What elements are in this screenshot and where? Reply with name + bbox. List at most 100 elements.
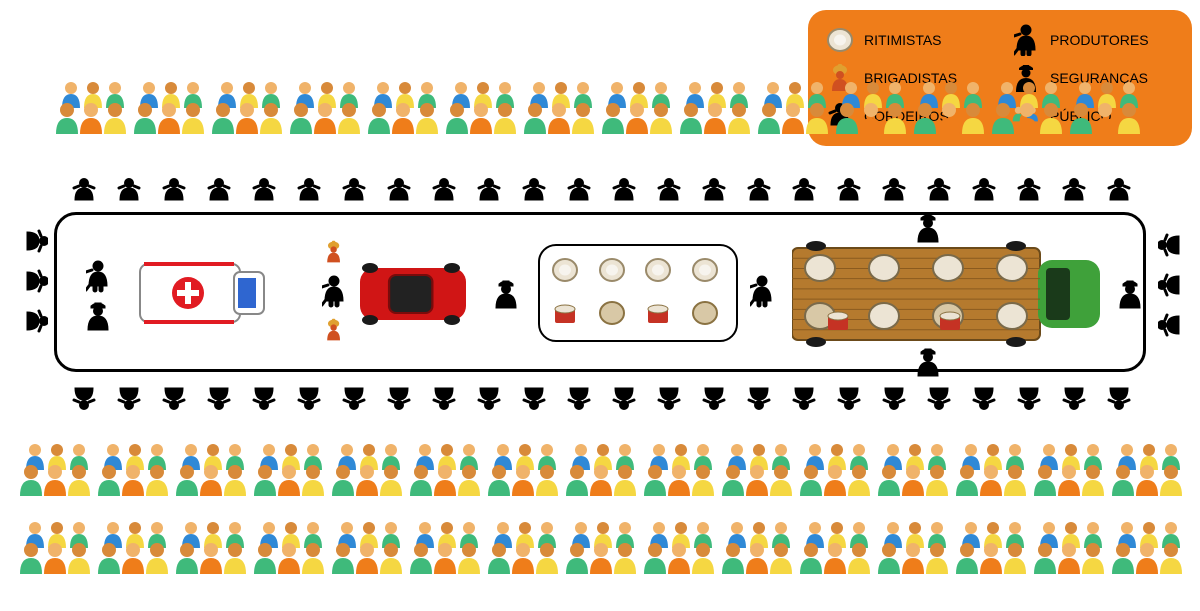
crowd-cluster — [366, 80, 442, 166]
crowd-cluster — [1110, 442, 1186, 528]
cordeiro-icon — [252, 178, 280, 208]
cordeiro-icon — [432, 380, 460, 410]
seguranca-icon — [1118, 278, 1146, 312]
crowd-cluster — [564, 442, 640, 528]
crowd-cluster — [954, 442, 1030, 528]
crowd-cluster — [834, 80, 910, 166]
crowd-cluster — [720, 442, 796, 528]
produtor-icon — [750, 275, 778, 309]
crowd-cluster — [876, 442, 952, 528]
cordeiro-icon — [1062, 380, 1090, 410]
crowd-cluster — [1032, 442, 1108, 528]
legend-ritimistas: RITIMISTAS — [826, 24, 988, 56]
sound-truck-icon — [792, 238, 1104, 350]
crowd-cluster — [408, 442, 484, 528]
crowd-cluster — [174, 520, 250, 606]
crowd-cluster — [954, 520, 1030, 606]
crowd-cluster — [444, 80, 520, 166]
cordeiro-icon — [927, 380, 955, 410]
crowd-cluster — [678, 80, 754, 166]
crowd-cluster — [642, 520, 718, 606]
cordeiro-icon — [747, 380, 775, 410]
cordeiro-icon — [72, 178, 100, 208]
cordeiro-icon — [162, 380, 190, 410]
cordeiro-icon — [882, 178, 910, 208]
produtor-icon — [86, 260, 114, 294]
crowd-cluster — [18, 442, 94, 528]
crowd-cluster — [252, 520, 328, 606]
cordeiro-icon — [387, 380, 415, 410]
crowd-cluster — [96, 520, 172, 606]
drum-icon — [598, 299, 632, 331]
cordeiro-icon — [972, 178, 1000, 208]
crowd-cluster — [600, 80, 676, 166]
crowd-row — [54, 80, 1144, 166]
cordeiro-icon — [657, 178, 685, 208]
crowd-cluster — [174, 442, 250, 528]
cordeiro-icon — [342, 380, 370, 410]
crowd-cluster — [1032, 520, 1108, 606]
produtor-icon — [1012, 26, 1040, 54]
seguranca-icon — [916, 346, 944, 380]
cordeiro-icon — [882, 380, 910, 410]
cordeiro-icon — [117, 178, 145, 208]
drum-icon — [644, 299, 678, 331]
crowd-cluster — [876, 520, 952, 606]
drum-icon — [691, 299, 725, 331]
crowd-cluster — [1068, 80, 1144, 166]
crowd-cluster — [210, 80, 286, 166]
legend-label: PRODUTORES — [1050, 32, 1149, 48]
cordon-col — [20, 228, 48, 338]
cordeiro-icon — [747, 178, 775, 208]
cordeiro-icon — [837, 178, 865, 208]
crowd-cluster — [96, 442, 172, 528]
produtor-icon — [322, 275, 350, 309]
cordeiro-icon — [522, 380, 550, 410]
crowd-cluster — [564, 520, 640, 606]
legend-produtores: PRODUTORES — [1012, 24, 1174, 56]
crowd-cluster — [798, 442, 874, 528]
ritimista-icon — [826, 26, 854, 54]
cordeiro-icon — [297, 178, 325, 208]
crowd-cluster — [990, 80, 1066, 166]
cordeiro-icon — [252, 380, 280, 410]
cordeiro-icon — [207, 178, 235, 208]
legend-label: RITIMISTAS — [864, 32, 942, 48]
crowd-cluster — [756, 80, 832, 166]
cordeiro-icon — [117, 380, 145, 410]
crowd-cluster — [132, 80, 208, 166]
drum-icon — [551, 299, 585, 331]
cordeiro-icon — [792, 178, 820, 208]
drum-icon — [644, 256, 678, 288]
brigadista-icon — [324, 240, 346, 267]
cordeiro-icon — [567, 178, 595, 208]
crowd-cluster — [486, 442, 562, 528]
cordeiro-icon — [1062, 178, 1090, 208]
cordeiro-icon — [567, 380, 595, 410]
cordeiro-icon — [72, 380, 100, 410]
cordeiro-icon — [702, 178, 730, 208]
crowd-cluster — [330, 442, 406, 528]
cordeiro-icon — [477, 178, 505, 208]
cordeiro-icon — [837, 380, 865, 410]
brigadista-icon — [324, 318, 346, 345]
crowd-row — [18, 442, 1186, 528]
cordeiro-icon — [297, 380, 325, 410]
cordeiro-icon — [1107, 380, 1135, 410]
cordeiro-icon — [657, 380, 685, 410]
cordeiro-icon — [387, 178, 415, 208]
crowd-cluster — [798, 520, 874, 606]
crowd-cluster — [408, 520, 484, 606]
cordeiro-icon — [612, 178, 640, 208]
cordeiro-icon — [207, 380, 235, 410]
crowd-cluster — [642, 442, 718, 528]
crowd-cluster — [522, 80, 598, 166]
crowd-cluster — [54, 80, 130, 166]
cordeiro-icon — [477, 380, 505, 410]
cordeiro-icon — [972, 380, 1000, 410]
cordeiro-icon — [432, 178, 460, 208]
cordeiro-icon — [702, 380, 730, 410]
crowd-row — [18, 520, 1186, 606]
cordeiro-icon — [162, 178, 190, 208]
cordeiro-icon — [1107, 178, 1135, 208]
